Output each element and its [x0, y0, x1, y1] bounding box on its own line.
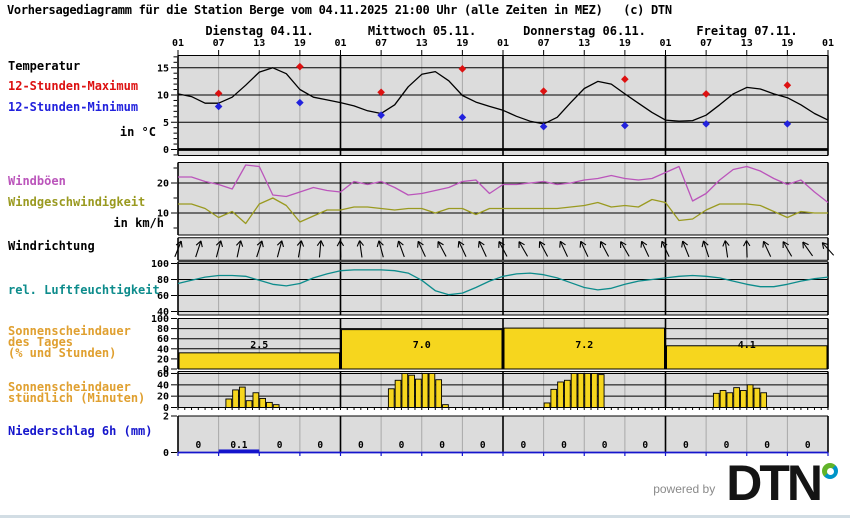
- svg-text:0: 0: [764, 440, 770, 451]
- day-label: Freitag 07.11.: [696, 24, 798, 38]
- svg-text:0: 0: [602, 440, 608, 451]
- hour-tick-label: 01: [334, 38, 347, 49]
- svg-text:2.5: 2.5: [250, 340, 268, 351]
- svg-text:20: 20: [157, 354, 169, 365]
- hour-tick-label: 01: [496, 38, 510, 49]
- svg-text:80: 80: [157, 275, 169, 286]
- hour-tick-label: 19: [456, 38, 469, 49]
- page-title: Vorhersagediagramm für die Station Berge…: [7, 3, 672, 17]
- temperature-unit-label: in °C: [119, 125, 156, 139]
- svg-text:0: 0: [277, 440, 283, 451]
- hour-tick-label: 13: [740, 38, 753, 49]
- wind-gusts-label: Windböen: [8, 174, 66, 188]
- svg-text:60: 60: [157, 369, 169, 380]
- svg-text:0: 0: [358, 440, 364, 451]
- humidity-label: rel. Luftfeuchtigkeit: [8, 283, 160, 297]
- svg-text:0: 0: [805, 440, 811, 451]
- svg-text:0: 0: [163, 145, 169, 156]
- svg-text:60: 60: [157, 291, 169, 302]
- sunshine-daily-label-line1: Sonnenscheindauer: [8, 324, 131, 338]
- day-label: Donnerstag 06.11.: [523, 24, 646, 38]
- svg-text:0: 0: [399, 440, 405, 451]
- hour-axis: 01 07 13 19 01 07 13 19 01 07 13 19 01 07 13 19 01: [0, 0, 850, 60]
- svg-text:0: 0: [317, 440, 323, 451]
- svg-text:10: 10: [157, 91, 169, 102]
- sunshine-hourly-label-line1: Sonnenscheindauer: [8, 380, 131, 394]
- svg-text:80: 80: [157, 324, 169, 335]
- svg-text:0: 0: [642, 440, 648, 451]
- svg-text:40: 40: [157, 380, 169, 391]
- svg-text:20: 20: [157, 392, 169, 403]
- svg-text:100: 100: [151, 259, 169, 270]
- powered-by-text: powered by: [653, 482, 716, 496]
- hour-tick-label: 13: [415, 38, 428, 49]
- svg-text:15: 15: [157, 63, 169, 74]
- hour-tick-label: 01: [821, 38, 835, 49]
- sunshine-daily-label-line2: des Tages: [8, 335, 74, 349]
- day-axis: Dienstag 04.11. Mittwoch 05.11. Donnerstag…: [0, 0, 850, 60]
- svg-text:2: 2: [163, 412, 169, 423]
- svg-text:40: 40: [157, 307, 169, 318]
- svg-text:5: 5: [163, 118, 169, 129]
- sunshine-hourly-label-line2: stündlich (Minuten): [8, 391, 146, 405]
- wind-speed-label: Windgeschwindigkeit: [8, 195, 146, 209]
- svg-text:0: 0: [163, 403, 169, 414]
- svg-text:10: 10: [157, 209, 169, 220]
- svg-text:100: 100: [151, 314, 169, 325]
- hour-tick-label: 01: [659, 38, 672, 49]
- svg-text:0: 0: [439, 440, 445, 451]
- svg-text:0: 0: [683, 440, 689, 451]
- svg-text:40: 40: [157, 344, 169, 355]
- hour-tick-label: 07: [212, 38, 225, 49]
- hour-tick-label: 19: [618, 38, 631, 49]
- hour-tick-label: 07: [375, 38, 388, 49]
- dtn-logo-ring-icon: [822, 463, 838, 479]
- dtn-brand-block: powered by DTN: [653, 455, 838, 511]
- day-label: Dienstag 04.11.: [205, 24, 314, 38]
- svg-text:0: 0: [724, 440, 730, 451]
- hour-tick-label: 19: [781, 38, 794, 49]
- hour-tick-label: 01: [171, 38, 185, 49]
- svg-text:0: 0: [163, 448, 169, 459]
- hour-tick-label: 13: [578, 38, 591, 49]
- svg-text:0: 0: [520, 440, 526, 451]
- hour-tick-label: 07: [537, 38, 550, 49]
- svg-text:0: 0: [195, 440, 201, 451]
- svg-text:0: 0: [561, 440, 567, 451]
- svg-text:60: 60: [157, 334, 169, 345]
- day-label: Mittwoch 05.11.: [367, 24, 477, 38]
- svg-text:7.2: 7.2: [575, 340, 593, 351]
- temperature-label: Temperatur: [8, 59, 81, 73]
- wind-unit-label: in km/h: [113, 216, 164, 230]
- svg-text:20: 20: [157, 179, 169, 190]
- svg-text:7.0: 7.0: [413, 340, 431, 351]
- max-12h-label: 12-Stunden-Maximum: [8, 79, 139, 93]
- precipitation-label: Niederschlag 6h (mm): [8, 424, 153, 438]
- footer-divider: [0, 515, 850, 518]
- hour-tick-label: 07: [700, 38, 713, 49]
- wind-direction-label: Windrichtung: [8, 239, 95, 253]
- dtn-logo: DTN: [726, 455, 823, 511]
- min-12h-label: 12-Stunden-Minimum: [8, 100, 139, 114]
- sunshine-daily-label-line3: (% und Stunden): [8, 346, 117, 360]
- svg-text:0: 0: [163, 365, 169, 376]
- svg-text:0: 0: [480, 440, 486, 451]
- hour-tick-label: 13: [253, 38, 266, 49]
- hour-tick-label: 19: [293, 38, 306, 49]
- svg-text:0.1: 0.1: [230, 440, 247, 451]
- svg-text:4.1: 4.1: [738, 340, 756, 351]
